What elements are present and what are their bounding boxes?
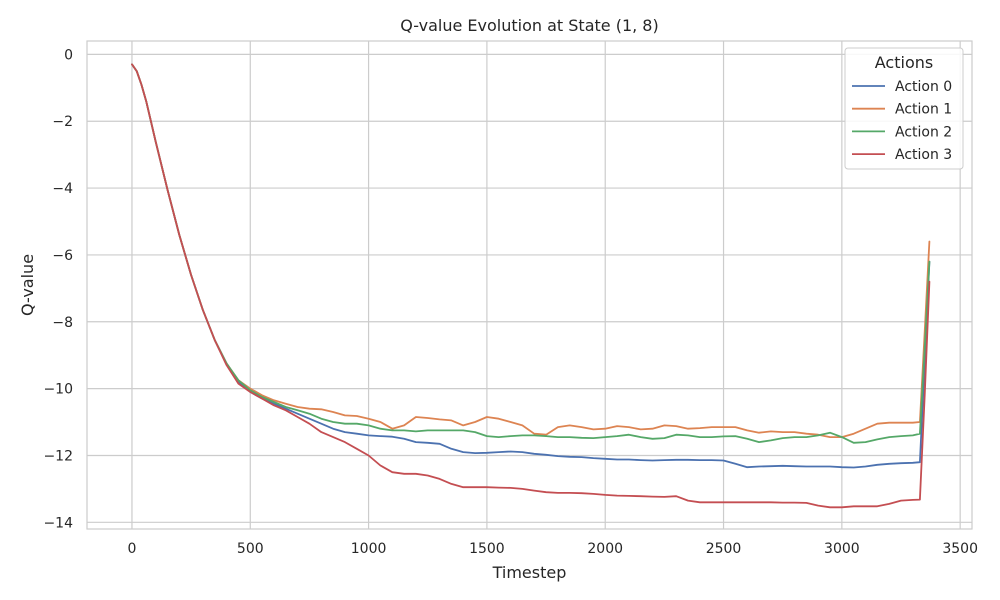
series-line-action-3 — [131, 63, 931, 509]
series-line-action-0 — [131, 63, 931, 469]
y-axis-ticks: 0 −2 −4 −6 −8 −10 −12 −14 — [43, 47, 73, 531]
x-tick-label: 1500 — [469, 541, 505, 557]
legend-label-action-2: Action 2 — [895, 124, 952, 140]
y-tick-label: −8 — [52, 315, 73, 331]
x-axis-label: Timestep — [492, 563, 567, 582]
y-tick-label: −4 — [52, 181, 73, 197]
y-axis-label: Q-value — [18, 254, 37, 316]
series-line-action-2 — [131, 63, 931, 444]
x-tick-label: 2000 — [587, 541, 623, 557]
legend-label-action-0: Action 0 — [895, 79, 952, 95]
x-axis-ticks: 0 500 1000 1500 2000 2500 3000 3500 — [127, 541, 977, 557]
y-tick-label: −2 — [52, 114, 73, 130]
y-tick-label: 0 — [64, 47, 73, 63]
x-tick-label: 3500 — [942, 541, 978, 557]
series-layer — [131, 63, 931, 509]
y-tick-label: −10 — [43, 382, 73, 398]
legend-label-action-1: Action 1 — [895, 102, 952, 118]
y-tick-label: −6 — [52, 248, 73, 264]
x-tick-label: 500 — [237, 541, 264, 557]
x-tick-label: 1000 — [351, 541, 387, 557]
x-tick-label: 2500 — [706, 541, 742, 557]
x-tick-label: 0 — [127, 541, 136, 557]
plot-area — [87, 41, 972, 529]
legend: Actions Action 0 Action 1 Action 2 Action 3 — [844, 47, 964, 170]
legend-label-action-3: Action 3 — [895, 147, 952, 163]
y-tick-label: −12 — [43, 448, 73, 464]
y-tick-label: −14 — [43, 515, 73, 531]
grid-lines — [87, 41, 972, 529]
legend-box — [844, 47, 964, 170]
legend-items: Action 0 Action 1 Action 2 Action 3 — [852, 79, 952, 163]
plot-frame — [86, 40, 973, 530]
x-tick-label: 3000 — [824, 541, 860, 557]
legend-title: Actions — [875, 53, 933, 72]
chart-title: Q-value Evolution at State (1, 8) — [400, 16, 658, 35]
